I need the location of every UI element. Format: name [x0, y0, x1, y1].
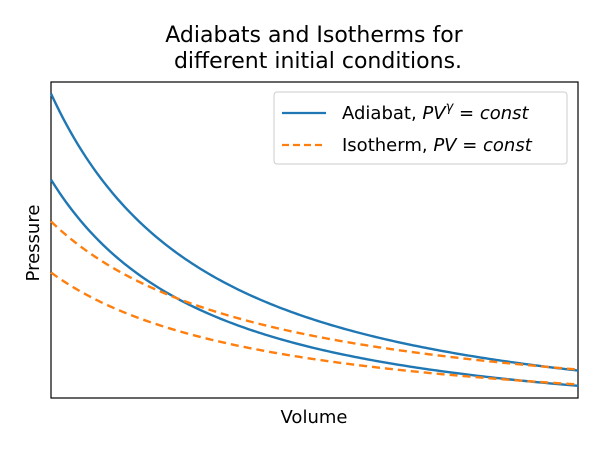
legend-label-isotherm-suffix: = const — [456, 135, 532, 156]
legend-entry-isotherm: Isotherm, PV = const — [282, 135, 533, 156]
series-line-adiabat-1 — [49, 93, 579, 372]
legend: Adiabat, PVγ = const Isotherm, PV = cons… — [273, 91, 568, 165]
legend-box — [273, 91, 568, 165]
series-layer — [49, 93, 579, 388]
plot-area — [49, 81, 579, 399]
legend-label-isotherm-prefix: Isotherm, — [342, 135, 433, 156]
legend-label-isotherm: Isotherm, PV = const — [342, 135, 533, 156]
chart-title: Adiabats and Isotherms for different ini… — [165, 23, 463, 74]
legend-label-adiabat-prefix: Adiabat, — [342, 103, 422, 124]
legend-label-adiabat-math: PV — [422, 103, 447, 124]
y-axis-label: Pressure — [23, 205, 44, 282]
legend-label-adiabat-suffix: = const — [453, 103, 529, 124]
plot-frame — [50, 81, 579, 399]
series-line-isotherm-3 — [50, 220, 579, 371]
chart-title-line-1: Adiabats and Isotherms for — [165, 23, 463, 48]
chart-title-line-2: different initial conditions. — [174, 49, 462, 74]
legend-label-adiabat-sup: γ — [446, 100, 455, 115]
legend-label-isotherm-math: PV — [433, 135, 458, 156]
legend-label-adiabat: Adiabat, PVγ = const — [342, 100, 530, 124]
x-axis-label: Volume — [281, 407, 348, 428]
series-line-adiabat-2 — [49, 178, 579, 388]
legend-entry-adiabat: Adiabat, PVγ = const — [282, 100, 530, 124]
series-line-isotherm-4 — [50, 271, 579, 386]
